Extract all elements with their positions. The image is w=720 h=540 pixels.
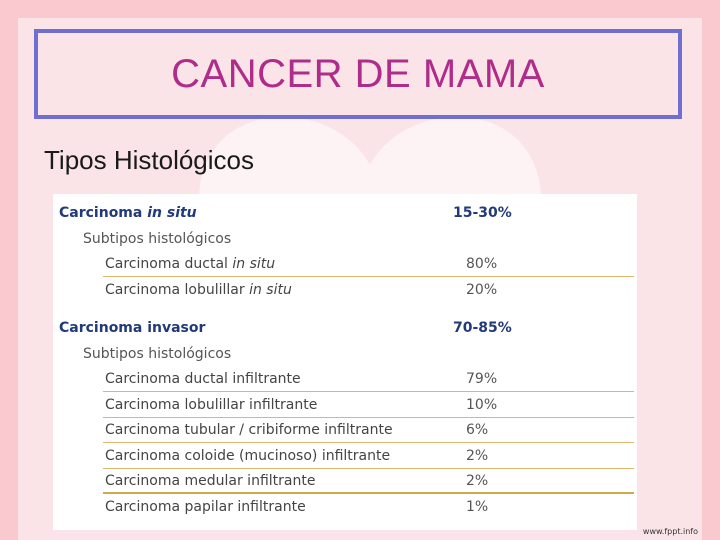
group-header-label: Carcinoma invasor	[59, 320, 206, 336]
table-row: Carcinoma ductal infiltrante 79%	[53, 366, 637, 392]
row-value: 10%	[466, 397, 498, 413]
group-header-value: 70-85%	[453, 320, 512, 336]
row-label: Carcinoma coloide (mucinoso) infiltrante	[105, 448, 391, 464]
table-row-subhead: Subtipos histológicos	[53, 341, 637, 367]
row-value: 20%	[466, 282, 498, 298]
histology-table: Carcinoma in situ 15-30% Subtipos histol…	[53, 194, 637, 530]
row-value: 2%	[466, 448, 489, 464]
table-row-subhead: Subtipos histológicos	[53, 226, 637, 252]
row-label: Carcinoma lobulillar in situ	[105, 282, 292, 298]
group-header-value: 15-30%	[453, 205, 512, 221]
table-row: Carcinoma tubular / cribiforme infiltran…	[53, 417, 637, 443]
table-row: Carcinoma papilar infiltrante 1%	[53, 494, 637, 520]
row-label: Carcinoma lobulillar infiltrante	[105, 397, 318, 413]
table-row: Carcinoma ductal in situ 80%	[53, 251, 637, 277]
table-row: Carcinoma lobulillar infiltrante 10%	[53, 392, 637, 418]
row-label: Carcinoma ductal infiltrante	[105, 371, 301, 387]
group-header-label: Carcinoma in situ	[59, 205, 197, 221]
row-label: Carcinoma tubular / cribiforme infiltran…	[105, 422, 393, 438]
slide-title: CANCER DE MAMA	[171, 51, 545, 96]
title-box: CANCER DE MAMA	[34, 29, 682, 119]
row-label: Carcinoma papilar infiltrante	[105, 499, 306, 515]
row-value: 1%	[466, 499, 489, 515]
table-row-header-in-situ: Carcinoma in situ 15-30%	[53, 200, 637, 226]
subhead-label: Subtipos histológicos	[83, 231, 232, 247]
row-value: 79%	[466, 371, 498, 387]
watermark: www.fppt.info	[642, 527, 698, 536]
row-value: 2%	[466, 473, 489, 489]
table-row: Carcinoma medular infiltrante 2%	[53, 468, 637, 494]
row-label: Carcinoma ductal in situ	[105, 256, 276, 272]
slide-subtitle: Tipos Histológicos	[44, 145, 255, 175]
row-label: Carcinoma medular infiltrante	[105, 473, 316, 489]
table-row-header-invasor: Carcinoma invasor 70-85%	[53, 315, 637, 341]
table-row: Carcinoma coloide (mucinoso) infiltrante…	[53, 443, 637, 469]
row-value: 6%	[466, 422, 489, 438]
row-value: 80%	[466, 256, 498, 272]
table-row: Carcinoma lobulillar in situ 20%	[53, 277, 637, 303]
subhead-label: Subtipos histológicos	[83, 346, 232, 362]
